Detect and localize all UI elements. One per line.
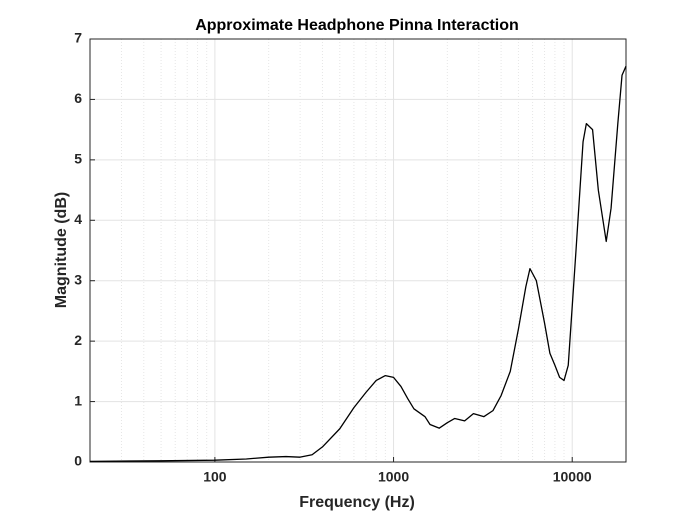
- y-axis-label: Magnitude (dB): [53, 192, 70, 308]
- x-tick-label: 1000: [378, 469, 409, 485]
- plot-frame: [89, 38, 627, 463]
- y-tick-label: 7: [74, 30, 82, 46]
- x-tick-label: 100: [203, 469, 227, 485]
- x-axis-label: Frequency (Hz): [299, 494, 415, 511]
- y-tick-label: 5: [74, 151, 82, 167]
- y-tick-label: 6: [74, 90, 82, 106]
- x-tick-label: 10000: [553, 469, 592, 485]
- data-line: [89, 65, 627, 463]
- y-tick-label: 2: [74, 332, 82, 348]
- y-tick-label: 1: [74, 392, 82, 408]
- y-tick-label: 3: [74, 271, 82, 287]
- y-tick-label: 0: [74, 453, 82, 469]
- y-tick-label: 4: [74, 211, 82, 227]
- chart-title: Approximate Headphone Pinna Interaction: [195, 17, 519, 34]
